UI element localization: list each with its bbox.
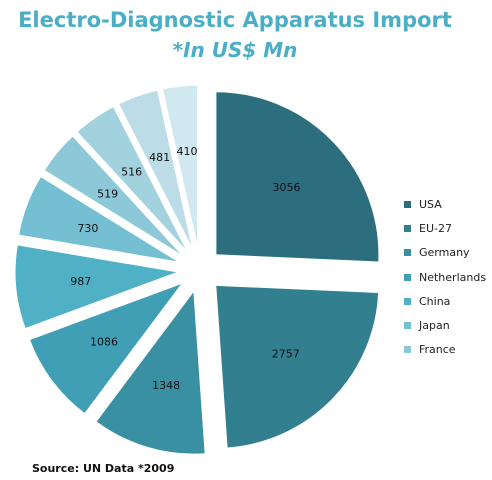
legend-label-5: Japan	[419, 319, 450, 333]
pie-slice-3	[28, 282, 184, 415]
pie-slice-5	[18, 175, 180, 263]
chart-subtitle: *In US$ Mn	[172, 38, 298, 62]
legend-swatch-5	[404, 322, 411, 330]
slice-label-5: 730	[77, 222, 98, 235]
slice-label-2: 1348	[152, 379, 180, 392]
pie-slice-0	[215, 91, 380, 263]
chart-title: Electro-Diagnostic Apparatus Import	[18, 8, 452, 32]
pie-slice-8	[117, 89, 194, 250]
legend-swatch-0	[404, 200, 411, 208]
source-note: Source: UN Data *2009	[32, 462, 175, 475]
legend-item-1: EU-27	[404, 216, 486, 240]
slice-label-3: 1086	[90, 336, 118, 349]
slice-label-1: 2757	[272, 348, 300, 361]
pie-slice-4	[14, 244, 181, 330]
legend-item-0: USA	[404, 192, 486, 216]
slice-label-8: 481	[149, 151, 170, 164]
pie-slice-6	[43, 135, 184, 257]
legend-item-3: Netherlands	[404, 265, 486, 289]
legend-label-4: China	[419, 294, 451, 308]
legend-label-2: Germany	[419, 246, 470, 260]
legend-swatch-2	[404, 249, 411, 257]
pie-slice-1	[215, 284, 380, 449]
legend-swatch-3	[404, 273, 411, 281]
pie-slice-2	[95, 289, 206, 455]
slice-label-9: 410	[177, 145, 198, 158]
legend-item-5: Japan	[404, 313, 486, 337]
legend-item-4: China	[404, 289, 486, 313]
chart-legend: USA EU-27 Germany Netherlands China Japan Fran…	[404, 192, 486, 362]
legend-label-1: EU-27	[419, 221, 452, 235]
legend-label-0: USA	[419, 197, 442, 211]
slice-label-4: 987	[70, 275, 91, 288]
slice-label-7: 516	[121, 166, 142, 179]
legend-swatch-1	[404, 224, 411, 232]
pie-slice-9	[161, 84, 199, 249]
legend-item-2: Germany	[404, 241, 486, 265]
legend-label-6: France	[419, 343, 456, 357]
legend-item-6: France	[404, 338, 486, 362]
legend-label-3: Netherlands	[419, 270, 487, 284]
slice-label-6: 519	[97, 188, 118, 201]
pie-slice-7	[76, 105, 188, 253]
legend-swatch-6	[404, 346, 411, 354]
slice-label-0: 3056	[273, 181, 301, 194]
legend-swatch-4	[404, 297, 411, 305]
